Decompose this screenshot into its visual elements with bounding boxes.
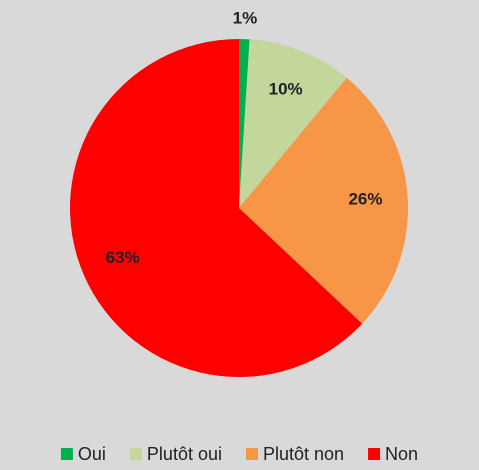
value-label: 26% <box>348 190 382 209</box>
pie-slice <box>69 39 363 377</box>
value-label: 63% <box>106 248 140 267</box>
legend-swatch <box>368 448 381 460</box>
legend-swatch <box>60 448 73 460</box>
value-label: 1% <box>233 9 258 28</box>
legend-swatch <box>245 448 258 460</box>
pie-slice <box>239 39 347 209</box>
pie-slice <box>239 77 408 324</box>
value-label: 10% <box>269 80 303 99</box>
legend-swatch <box>129 448 142 460</box>
legend-label: Plutôt non <box>263 444 344 464</box>
legend-label: Non <box>385 444 418 464</box>
pie-slice <box>239 39 250 208</box>
legend-label: Plutôt oui <box>147 444 222 464</box>
legend-label: Oui <box>78 444 106 464</box>
